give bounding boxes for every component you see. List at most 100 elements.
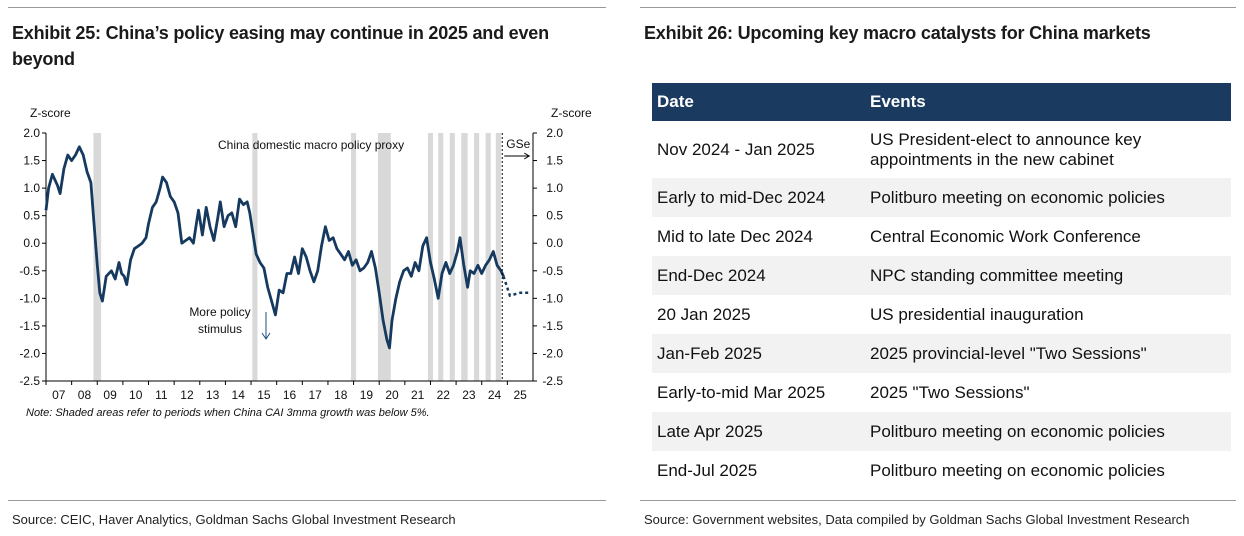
catalysts-table-wrap: Date Events Nov 2024 - Jan 2025 US Presi… xyxy=(652,83,1231,490)
annotation-line-2: stimulus xyxy=(198,322,242,336)
shaded-period xyxy=(495,133,501,381)
shaded-periods xyxy=(93,133,501,381)
row-date: Early-to-mid Mar 2025 xyxy=(657,382,826,402)
header-events: Events xyxy=(865,83,1231,121)
y-tick-label: 0.5 xyxy=(23,209,40,223)
y-tick-label: 2.0 xyxy=(546,126,563,140)
right-source: Source: Government websites, Data compil… xyxy=(644,512,1190,527)
y-tick-label: -1.0 xyxy=(19,291,40,305)
y-tick-label: 1.5 xyxy=(546,154,563,168)
y-tick-label: 1.0 xyxy=(546,181,563,195)
forecast-line xyxy=(502,275,531,298)
row-date: End-Dec 2024 xyxy=(652,256,865,295)
row-event: 2025 provincial-level "Two Sessions" xyxy=(865,334,1231,373)
y-tick-label: 0.0 xyxy=(546,236,563,250)
y-tick-label: -1.5 xyxy=(542,319,563,333)
row-event: Politburo meeting on economic policies xyxy=(865,412,1231,451)
left-top-rule xyxy=(8,7,606,8)
shaded-period xyxy=(485,133,491,381)
shaded-period xyxy=(377,133,391,381)
y-tick-label: -1.5 xyxy=(19,319,40,333)
y-tick-label: 2.0 xyxy=(23,126,40,140)
x-tick-label: 10 xyxy=(129,388,143,402)
left-source: Source: CEIC, Haver Analytics, Goldman S… xyxy=(12,512,456,527)
x-axis: 07 08 09 10 11 12 13 14 15 16 17 18 19 20 21 22 23 24 25 xyxy=(45,381,528,402)
forecast-arrowhead xyxy=(523,152,531,160)
row-event: Politburo meeting on economic policies xyxy=(870,460,1165,480)
annotation-line-1: More policy xyxy=(189,305,250,319)
table-row: Mid to late Dec 2024 Central Economic Wo… xyxy=(652,217,1231,256)
table-row: Nov 2024 - Jan 2025 US President-elect t… xyxy=(652,121,1231,178)
x-tick-label: 09 xyxy=(103,388,117,402)
catalysts-table: Date Events Nov 2024 - Jan 2025 US Presi… xyxy=(652,83,1231,490)
shaded-period xyxy=(438,133,444,381)
table-header-row: Date Events xyxy=(652,83,1231,121)
x-tick-label: 21 xyxy=(411,388,425,402)
y-axis-left: 2.0 1.5 1.0 0.5 0.0 -0.5 -1.0 -1.5 -2.0 -2.5 Z-sco… xyxy=(19,106,71,388)
x-tick-label: 12 xyxy=(180,388,194,402)
row-event: US presidential inauguration xyxy=(870,304,1084,324)
exhibit-25-title: Exhibit 25: China’s policy easing may co… xyxy=(12,23,549,69)
row-event: Central Economic Work Conference xyxy=(870,226,1141,246)
policy-proxy-chart: 2.0 1.5 1.0 0.5 0.0 -0.5 -1.0 -1.5 -2.0 -2.5 Z-sco… xyxy=(19,106,592,402)
x-tick-label: 22 xyxy=(437,388,451,402)
y-tick-label: -0.5 xyxy=(19,264,40,278)
x-tick-label: 23 xyxy=(462,388,476,402)
x-tick-label: 18 xyxy=(334,388,348,402)
left-bottom-rule xyxy=(8,500,606,501)
row-event: US President-elect to announce key appoi… xyxy=(870,129,1142,169)
table-row: End-Jul 2025 Politburo meeting on econom… xyxy=(652,451,1231,490)
right-bottom-rule xyxy=(640,500,1236,501)
row-event: Politburo meeting on economic policies xyxy=(865,178,1231,217)
table-row: 20 Jan 2025 US presidential inauguration xyxy=(652,295,1231,334)
y-tick-label: 1.0 xyxy=(23,181,40,195)
y-tick-label: -2.0 xyxy=(19,346,40,360)
x-tick-label: 17 xyxy=(308,388,322,402)
x-tick-label: 19 xyxy=(360,388,374,402)
x-tick-label: 20 xyxy=(385,388,399,402)
series-lines xyxy=(44,145,531,350)
shaded-period xyxy=(461,133,468,381)
series-line xyxy=(44,145,505,350)
row-date: Late Apr 2025 xyxy=(652,412,865,451)
stimulus-arrowhead xyxy=(261,332,271,340)
row-event: 2025 "Two Sessions" xyxy=(870,382,1030,402)
y-tick-label: 0.5 xyxy=(546,209,563,223)
table-row: Late Apr 2025 Politburo meeting on econo… xyxy=(652,412,1231,451)
y-tick-label: 1.5 xyxy=(23,154,40,168)
shaded-period xyxy=(252,133,258,381)
row-event: NPC standing committee meeting xyxy=(865,256,1231,295)
x-tick-label: 16 xyxy=(283,388,297,402)
row-date: 20 Jan 2025 xyxy=(657,304,751,324)
x-tick-label: 15 xyxy=(257,388,271,402)
x-tick-label: 25 xyxy=(514,388,528,402)
x-tick-label: 14 xyxy=(232,388,246,402)
right-top-rule xyxy=(640,7,1236,8)
y-tick-label: -2.5 xyxy=(542,374,563,388)
row-date: Mid to late Dec 2024 xyxy=(657,226,813,246)
row-date: Early to mid-Dec 2024 xyxy=(652,178,865,217)
row-date: Jan-Feb 2025 xyxy=(652,334,865,373)
header-date: Date xyxy=(652,83,865,121)
x-tick-label: 11 xyxy=(155,388,168,402)
row-date: Nov 2024 - Jan 2025 xyxy=(657,139,815,159)
x-tick-label: 07 xyxy=(52,388,66,402)
series-label: China domestic macro policy proxy xyxy=(218,138,404,152)
table-row: Jan-Feb 2025 2025 provincial-level "Two … xyxy=(652,334,1231,373)
y-axis-right: 2.0 1.5 1.0 0.5 0.0 -0.5 -1.0 -1.5 -2.0 -2.5 Z-sco… xyxy=(533,106,592,388)
y-tick-label: -2.0 xyxy=(542,346,563,360)
shaded-period xyxy=(474,133,480,381)
y-tick-label: 0.0 xyxy=(23,236,40,250)
y-axis-right-label: Z-score xyxy=(551,106,592,120)
x-tick-label: 13 xyxy=(206,388,220,402)
x-tick-label: 24 xyxy=(488,388,502,402)
forecast-label: GSe xyxy=(506,137,530,151)
y-tick-label: -1.0 xyxy=(542,291,563,305)
exhibit-26-title: Exhibit 26: Upcoming key macro catalysts… xyxy=(644,23,1151,43)
y-axis-left-label: Z-score xyxy=(30,106,71,120)
table-row: End-Dec 2024 NPC standing committee meet… xyxy=(652,256,1231,295)
y-tick-label: -2.5 xyxy=(19,374,40,388)
row-date: End-Jul 2025 xyxy=(657,460,758,480)
table-row: Early-to-mid Mar 2025 2025 "Two Sessions… xyxy=(652,373,1231,412)
chart-annotations: China domestic macro policy proxy GSe More… xyxy=(189,133,531,381)
